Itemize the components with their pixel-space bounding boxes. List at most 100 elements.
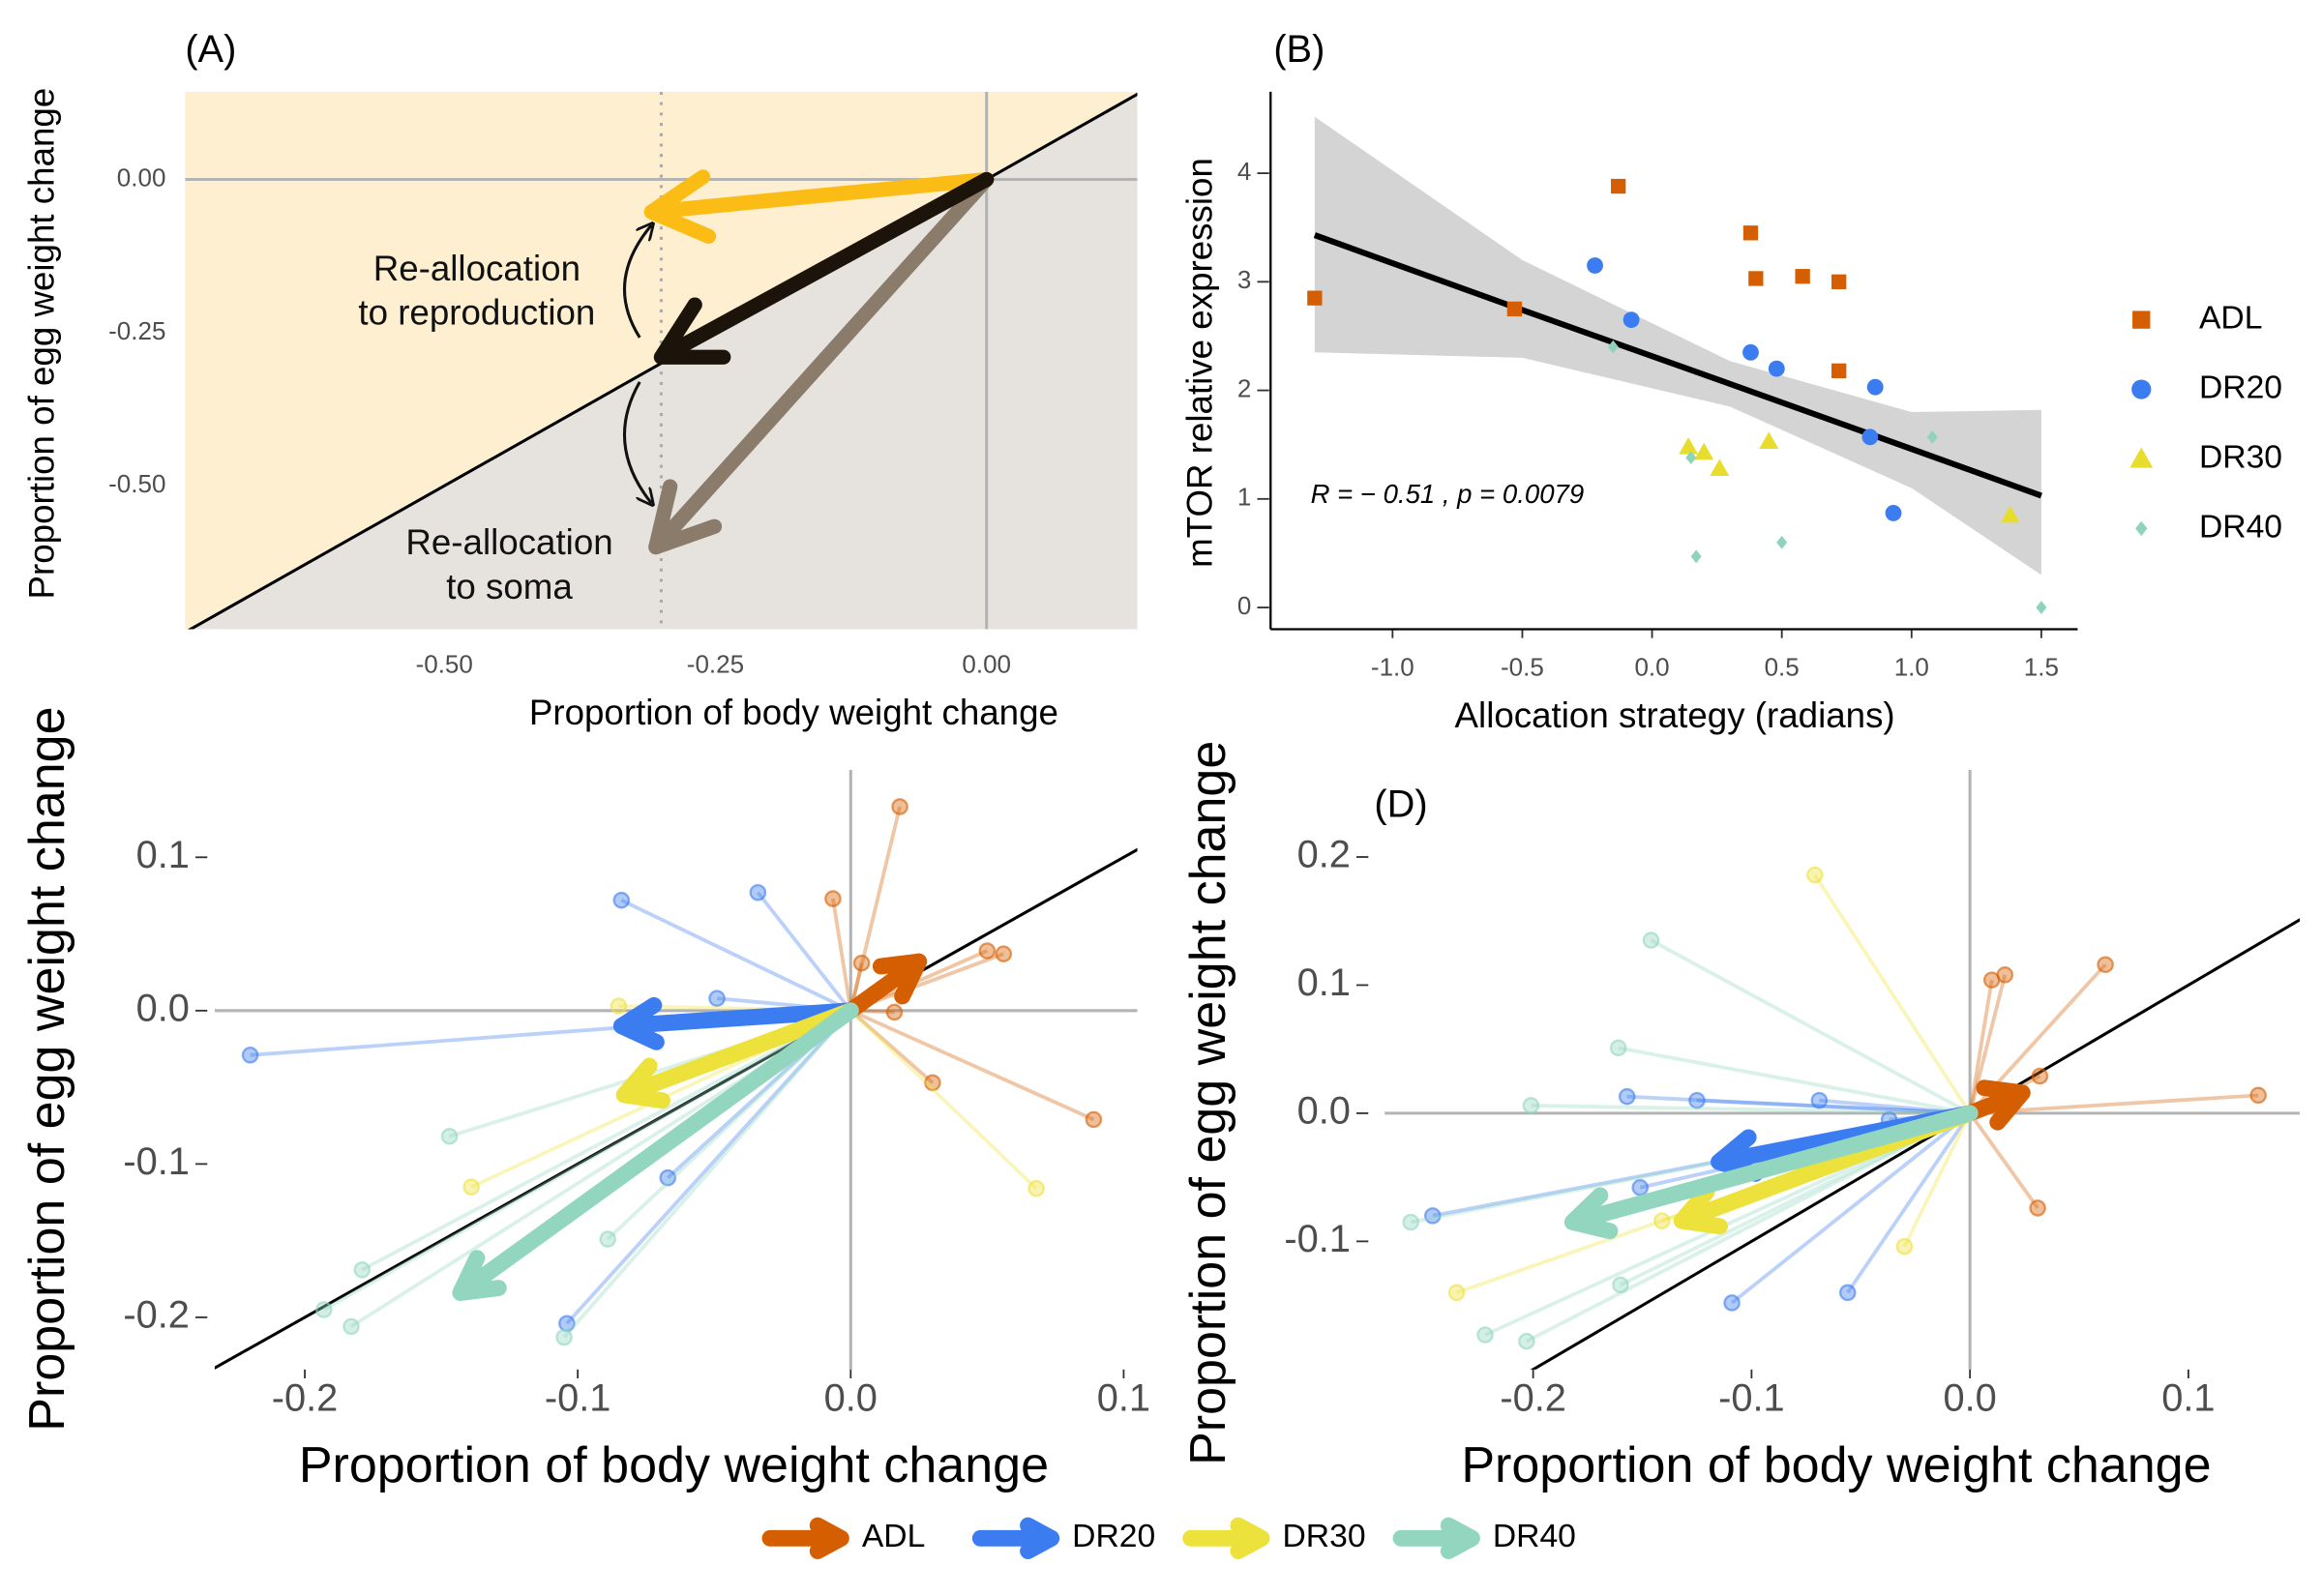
vector-segment	[1846, 1111, 1972, 1294]
x-tick-label: -0.50	[416, 650, 473, 679]
panel: (B) Allocation strategy (radians) mTOR rel…	[1180, 28, 2282, 735]
mean-arrow	[1563, 1105, 1979, 1240]
curved-arrow	[622, 381, 651, 504]
panel-label: (B)	[1273, 28, 1325, 71]
plot-area	[1384, 769, 2301, 1370]
point	[1694, 442, 1714, 460]
y-tick-label: 4	[1237, 157, 1251, 186]
x-tick-label: 1.0	[1894, 653, 1929, 682]
point	[555, 1328, 573, 1346]
point	[1710, 458, 1730, 477]
y-tick-label: 0.2	[1297, 834, 1351, 876]
vector-segment	[1968, 974, 2008, 1114]
x-tick-label: -0.25	[687, 650, 744, 679]
legend-arrow	[971, 1517, 1060, 1559]
stat-annotation: R = − 0.51 , p = 0.0079	[1311, 479, 1585, 509]
point	[1885, 504, 1902, 521]
point	[995, 945, 1013, 962]
point	[1861, 429, 1879, 446]
legend-label: DR20	[1072, 1519, 1155, 1554]
point	[891, 798, 908, 815]
vector-segment	[1696, 1098, 1971, 1115]
annotation: Re-allocation	[405, 522, 612, 562]
vector-segment	[1813, 873, 1972, 1114]
point	[852, 954, 871, 972]
annotation: to soma	[446, 567, 573, 606]
point	[1776, 535, 1788, 549]
x-tick-label: 0.00	[962, 650, 1011, 679]
x-tick-label: 0.1	[1097, 1376, 1150, 1419]
x-tick-label: -0.1	[1718, 1376, 1785, 1419]
vector-segment	[562, 1009, 852, 1339]
point	[1518, 1332, 1535, 1350]
point	[1838, 1284, 1857, 1302]
legend-label: ADL	[2199, 301, 2262, 337]
allocation-arrow	[643, 169, 995, 244]
x-tick-label: 0.1	[2161, 1376, 2215, 1419]
point	[1679, 436, 1699, 455]
y-tick-label: 0.1	[1297, 961, 1351, 1004]
point	[2031, 1067, 2049, 1085]
point	[1831, 274, 1847, 289]
point	[2000, 505, 2020, 523]
vector-segment	[1650, 938, 1972, 1115]
vector-segment	[565, 1009, 852, 1325]
vector-segment	[849, 1009, 1095, 1122]
point	[1768, 360, 1785, 377]
point	[1642, 931, 1660, 949]
legend-arrow	[1182, 1517, 1270, 1559]
legend-label: ADL	[862, 1519, 925, 1554]
confidence-band	[1314, 116, 2041, 576]
legend-label: DR20	[2199, 369, 2282, 405]
x-tick-label: 1.5	[2024, 653, 2059, 682]
point	[1447, 1284, 1466, 1302]
y-tick-label: -0.25	[108, 316, 165, 345]
point	[1611, 178, 1626, 194]
legend-label: DR40	[1493, 1519, 1576, 1554]
point	[1996, 966, 2014, 984]
point	[1027, 1179, 1045, 1197]
point	[1609, 1039, 1627, 1057]
vector-segment	[1525, 1111, 1972, 1344]
point	[353, 1260, 372, 1279]
point	[462, 1178, 480, 1196]
y-tick-label: 0.0	[136, 987, 190, 1029]
point	[1926, 429, 1938, 444]
y-axis-title: mTOR relative expression	[1180, 158, 1220, 568]
x-tick-label: -0.5	[1501, 653, 1544, 682]
vector-segment	[849, 1009, 935, 1084]
point	[2029, 1199, 2046, 1217]
y-axis-title: Proportion of egg weight change	[22, 88, 62, 600]
plot-area	[1307, 116, 2047, 614]
point	[824, 890, 842, 907]
x-axis-title: Allocation strategy (radians)	[1455, 695, 1895, 735]
mean-arrow	[842, 953, 928, 1020]
panel-label: (D)	[1374, 783, 1427, 826]
y-axis-title: Proportion of egg weight change	[1180, 741, 1236, 1465]
allocation-arrow	[648, 171, 995, 555]
legend-symbol	[2135, 520, 2148, 537]
mean-arrow	[1961, 1079, 2031, 1131]
point	[440, 1128, 459, 1145]
annotation: to reproduction	[358, 293, 595, 333]
y-tick-label: 0.00	[117, 163, 166, 192]
y-tick-label: -0.2	[123, 1293, 190, 1336]
x-tick-label: -0.1	[545, 1376, 611, 1419]
vector-segment	[756, 891, 852, 1013]
point	[314, 1301, 333, 1318]
y-tick-label: 3	[1237, 265, 1251, 294]
point	[599, 1230, 616, 1248]
y-tick-label: -0.1	[1284, 1218, 1351, 1260]
x-tick-label: -1.0	[1371, 653, 1414, 682]
point	[1806, 866, 1824, 884]
point	[1631, 1178, 1650, 1197]
legend-label: DR30	[2199, 439, 2282, 475]
vector-segment	[1968, 1111, 2039, 1210]
point	[1748, 271, 1764, 286]
x-tick-label: 0.0	[1943, 1376, 1996, 1419]
point	[1831, 363, 1847, 379]
point	[2036, 601, 2047, 614]
vector-segment	[848, 1009, 1038, 1191]
